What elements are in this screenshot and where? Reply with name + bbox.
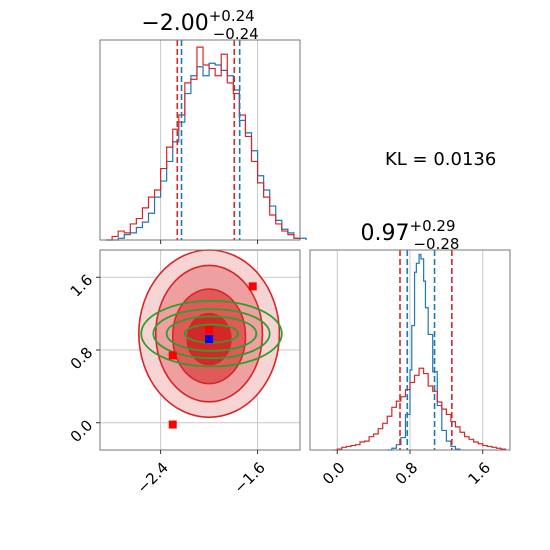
title-param2: 0.97+0.29 −0.28 [361, 217, 460, 253]
histogram-series-red-param1 [106, 46, 301, 241]
marker-red-0 [248, 282, 257, 291]
title-param1: −2.00+0.24 −0.24 [141, 7, 258, 43]
marker-red-1 [205, 326, 214, 334]
tick-label-2d-y-0: 0.0 [67, 416, 97, 446]
axes-frame-hist1 [99, 39, 301, 241]
title-param1-main: −2.00 [141, 11, 208, 36]
tick-label-2d-x-1: −1.6 [230, 459, 268, 497]
marker-blue-0 [205, 335, 214, 344]
tick-label-2d-y-1: 0.8 [67, 344, 97, 374]
histogram-series-blue-param2 [387, 253, 461, 451]
title-param1-sub: −0.24 [213, 25, 259, 43]
contour-green-level-1 [165, 315, 258, 352]
panel-2d-density: −2.4 −1.6 0.0 0.8 1.6 [67, 249, 301, 497]
title-param2-sup: +0.29 [410, 217, 456, 235]
kl-divergence-label: KL = 0.0136 [385, 149, 496, 170]
panel-histogram-param2: 0.0 0.8 1.6 [309, 249, 511, 489]
contour-green-level-3 [140, 300, 283, 368]
title-param2-main: 0.97 [361, 221, 410, 246]
tick-label-hist2-1: 0.8 [392, 459, 422, 489]
tick-label-hist2-2: 1.6 [464, 459, 494, 489]
marker-red-2 [168, 351, 177, 360]
title-param2-sub: −0.28 [413, 235, 459, 253]
histogram-series-blue-param1 [106, 62, 307, 241]
title-param1-sup: +0.24 [209, 7, 255, 25]
panel-histogram-param1 [99, 39, 307, 244]
tick-label-2d-x-0: −2.4 [133, 459, 171, 497]
tick-label-2d-y-2: 1.6 [67, 271, 97, 301]
histogram-series-red-param2 [332, 367, 507, 451]
marker-red-3 [168, 420, 177, 429]
tick-label-hist2-0: 0.0 [319, 459, 349, 489]
contour-green-level-2 [152, 308, 271, 360]
